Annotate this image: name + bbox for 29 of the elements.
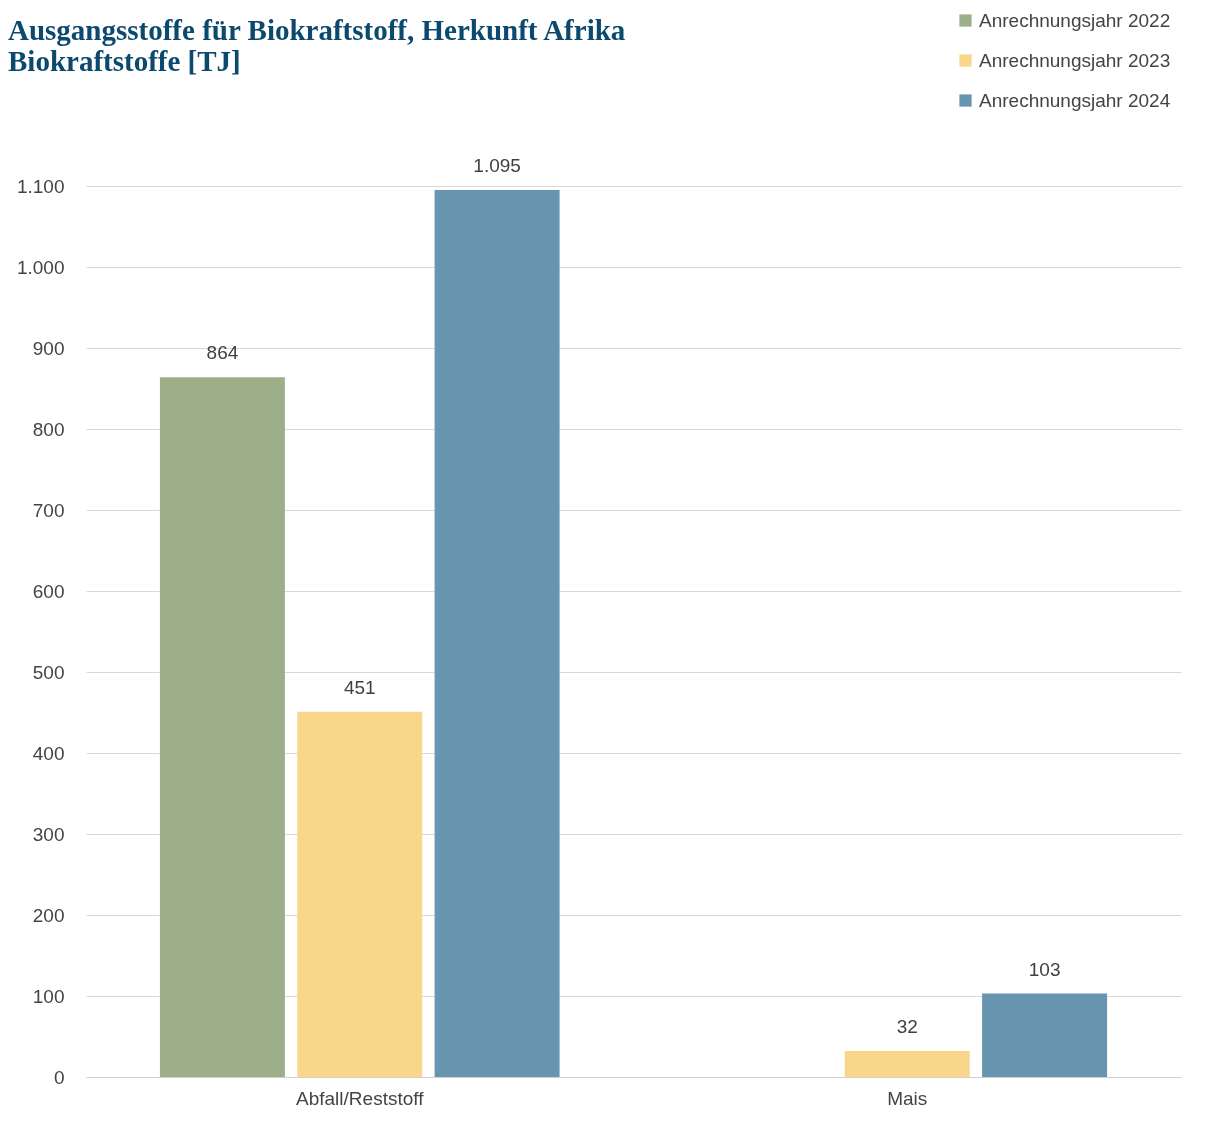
y-tick-label: 300: [32, 823, 65, 845]
data-label: 1.095: [473, 155, 521, 177]
data-label: 32: [896, 1016, 918, 1038]
y-tick-label: 200: [32, 904, 65, 926]
x-tick-label: Mais: [887, 1087, 928, 1109]
y-tick-label: 400: [32, 742, 65, 764]
data-label: 451: [343, 676, 376, 698]
y-tick-label: 0: [53, 1066, 65, 1088]
legend-label: Anrechnungsjahr 2024: [979, 89, 1171, 111]
chart-subtitle: Biokraftstoffe [TJ]: [8, 45, 241, 77]
data-label: 103: [1028, 958, 1061, 980]
y-tick-label: 900: [32, 337, 65, 359]
y-tick-label: 500: [32, 661, 65, 683]
legend-label: Anrechnungsjahr 2023: [979, 49, 1171, 71]
y-tick-label: 100: [32, 985, 65, 1007]
bar: [434, 190, 560, 1077]
bar: [982, 993, 1108, 1077]
legend-label: Anrechnungsjahr 2022: [979, 9, 1171, 31]
chart-title: Ausgangsstoffe für Biokraftstoff, Herkunft Afrika: [8, 14, 626, 46]
y-tick-label: 600: [32, 580, 65, 602]
y-tick-label: 1.000: [16, 256, 65, 278]
bar: [297, 711, 423, 1077]
bar: [844, 1051, 970, 1077]
y-tick-label: 800: [32, 418, 65, 440]
y-tick-label: 700: [32, 499, 65, 521]
x-tick-label: Abfall/Reststoff: [296, 1087, 425, 1109]
bar: [159, 377, 285, 1077]
data-label: 864: [206, 342, 239, 364]
y-tick-label: 1.100: [16, 175, 65, 197]
